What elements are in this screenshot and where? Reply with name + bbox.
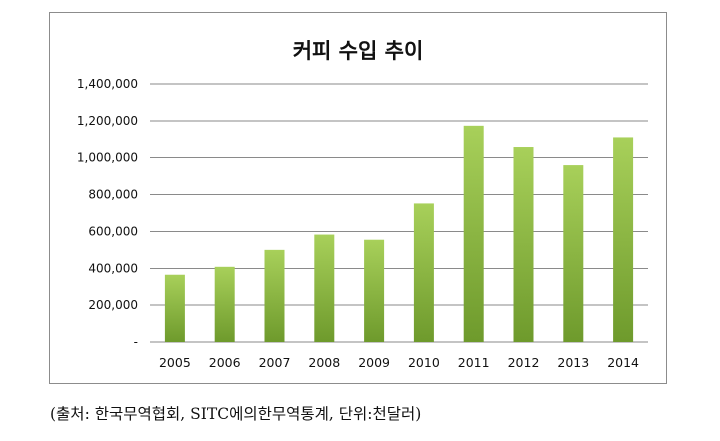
bar-2009 (364, 239, 385, 342)
bar-2005 (164, 274, 185, 342)
bar-2014 (613, 137, 634, 342)
y-tick-label: 800,000 (88, 188, 138, 202)
x-tick-label: 2007 (259, 355, 291, 370)
x-tick-label: 2012 (508, 355, 540, 370)
x-tick-label: 2014 (607, 355, 639, 370)
y-tick-label: 1,400,000 (77, 77, 138, 91)
bar-2011 (463, 125, 484, 342)
y-tick-label: 1,200,000 (77, 114, 138, 128)
x-tick-label: 2010 (408, 355, 440, 370)
bars (164, 125, 634, 342)
bar-2012 (513, 147, 534, 342)
y-tick-label: 600,000 (88, 224, 138, 238)
bar-2010 (413, 203, 434, 342)
bar-2006 (214, 266, 235, 342)
x-axis-tick-labels: 2005 2006 2007 2008 2009 2010 2011 2012 2013 2014 (159, 355, 639, 370)
bar-2007 (264, 249, 285, 342)
bar-2008 (314, 234, 335, 342)
y-axis-tick-labels: - 200,000 400,000 600,000 800,000 1,000,000 1,… (77, 77, 138, 349)
chart-title: 커피 수입 추이 (292, 39, 424, 63)
chart-frame: 커피 수입 추이 - 200,000 400,000 600,000 800,000 1,… (49, 12, 667, 384)
y-tick-label: - (134, 335, 138, 349)
y-tick-label: 1,000,000 (77, 151, 138, 165)
x-tick-label: 2013 (557, 355, 589, 370)
y-tick-label: 200,000 (88, 298, 138, 312)
y-tick-label: 400,000 (88, 261, 138, 275)
bar-chart-plot: - 200,000 400,000 600,000 800,000 1,000,000 1,… (77, 77, 648, 370)
x-tick-label: 2006 (209, 355, 241, 370)
x-tick-label: 2005 (159, 355, 191, 370)
source-note: (출처: 한국무역협회, SITC에의한무역통계, 단위:천달러) (50, 405, 422, 423)
x-tick-label: 2011 (458, 355, 490, 370)
bar-2013 (563, 165, 584, 342)
x-tick-label: 2008 (308, 355, 340, 370)
x-tick-label: 2009 (358, 355, 390, 370)
